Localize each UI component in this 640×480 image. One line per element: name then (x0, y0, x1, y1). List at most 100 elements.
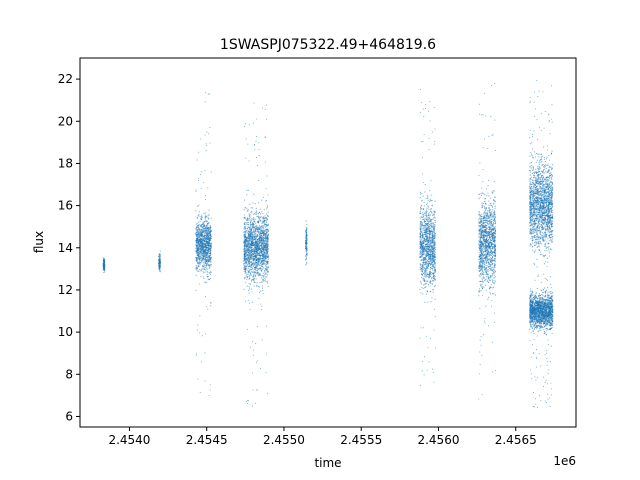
data-point (261, 270, 263, 272)
data-point (257, 213, 259, 215)
data-point (253, 248, 255, 250)
data-point (201, 216, 203, 219)
data-point (427, 226, 429, 228)
data-point (252, 349, 254, 351)
data-point (210, 305, 212, 307)
data-point (255, 207, 257, 209)
data-point (202, 251, 205, 253)
data-point (244, 261, 246, 264)
data-point (250, 246, 252, 248)
data-point (206, 254, 208, 256)
data-point (430, 248, 432, 250)
data-point (259, 227, 261, 229)
data-point (208, 267, 210, 269)
data-point (425, 256, 427, 258)
data-point (486, 269, 488, 272)
data-point (420, 204, 423, 206)
data-point (423, 253, 425, 255)
data-point (419, 236, 421, 238)
data-point (420, 270, 422, 272)
data-point (421, 233, 424, 236)
data-point (244, 227, 246, 229)
data-point (433, 248, 435, 250)
data-point (254, 264, 256, 266)
data-point (259, 249, 262, 252)
data-point (246, 239, 248, 242)
data-point (429, 263, 431, 265)
data-point (421, 250, 423, 252)
data-point (479, 227, 481, 229)
data-point (430, 180, 432, 182)
data-point (202, 231, 204, 233)
data-point (249, 228, 251, 231)
data-point (254, 235, 256, 237)
data-point (427, 215, 430, 217)
data-point (422, 266, 424, 268)
data-point (244, 232, 246, 234)
data-point (247, 221, 249, 224)
data-point (266, 276, 268, 278)
data-point (494, 207, 496, 209)
data-point (430, 246, 432, 248)
data-point (425, 233, 427, 236)
data-point (245, 218, 248, 221)
data-point (480, 233, 482, 235)
data-point (248, 258, 250, 260)
data-point (428, 148, 430, 150)
data-point (266, 207, 268, 209)
data-point (209, 273, 212, 275)
data-point (433, 223, 435, 225)
data-point (432, 218, 434, 220)
data-point (253, 212, 256, 215)
data-point (262, 231, 264, 233)
data-point (206, 257, 209, 259)
data-point (428, 208, 430, 210)
data-point (263, 231, 265, 234)
data-point (266, 271, 268, 273)
data-point (478, 295, 480, 297)
data-point (102, 259, 105, 262)
data-point (305, 232, 307, 234)
data-point (262, 241, 264, 243)
data-point (199, 255, 201, 257)
data-point (481, 277, 483, 279)
data-point (261, 250, 263, 252)
data-point (260, 268, 262, 270)
data-point (419, 234, 421, 236)
data-point (247, 209, 249, 211)
data-point (258, 219, 261, 221)
data-point (306, 262, 308, 264)
data-point (265, 265, 267, 267)
data-point (203, 246, 205, 248)
data-point (210, 263, 212, 266)
data-point (256, 235, 259, 237)
data-point (198, 270, 200, 272)
data-point (205, 268, 207, 270)
data-point (420, 281, 422, 284)
data-point (208, 278, 210, 280)
data-point (431, 273, 434, 275)
data-point (422, 279, 425, 281)
data-point (205, 240, 207, 243)
data-point (267, 234, 269, 236)
data-point (479, 252, 481, 254)
data-point (261, 260, 263, 262)
data-point (427, 273, 429, 275)
data-point (197, 226, 199, 229)
data-point (195, 274, 197, 276)
data-point (245, 238, 247, 240)
data-point (419, 197, 421, 199)
data-point (244, 245, 246, 247)
data-point (252, 238, 254, 240)
data-point (202, 270, 204, 272)
data-point (423, 257, 425, 259)
data-point (197, 324, 199, 326)
data-point (424, 107, 426, 109)
data-point (431, 222, 433, 224)
data-point (205, 225, 207, 227)
data-point (201, 238, 203, 240)
data-point (419, 337, 421, 339)
data-point (478, 211, 480, 213)
data-point (427, 283, 429, 286)
data-point (246, 246, 248, 248)
